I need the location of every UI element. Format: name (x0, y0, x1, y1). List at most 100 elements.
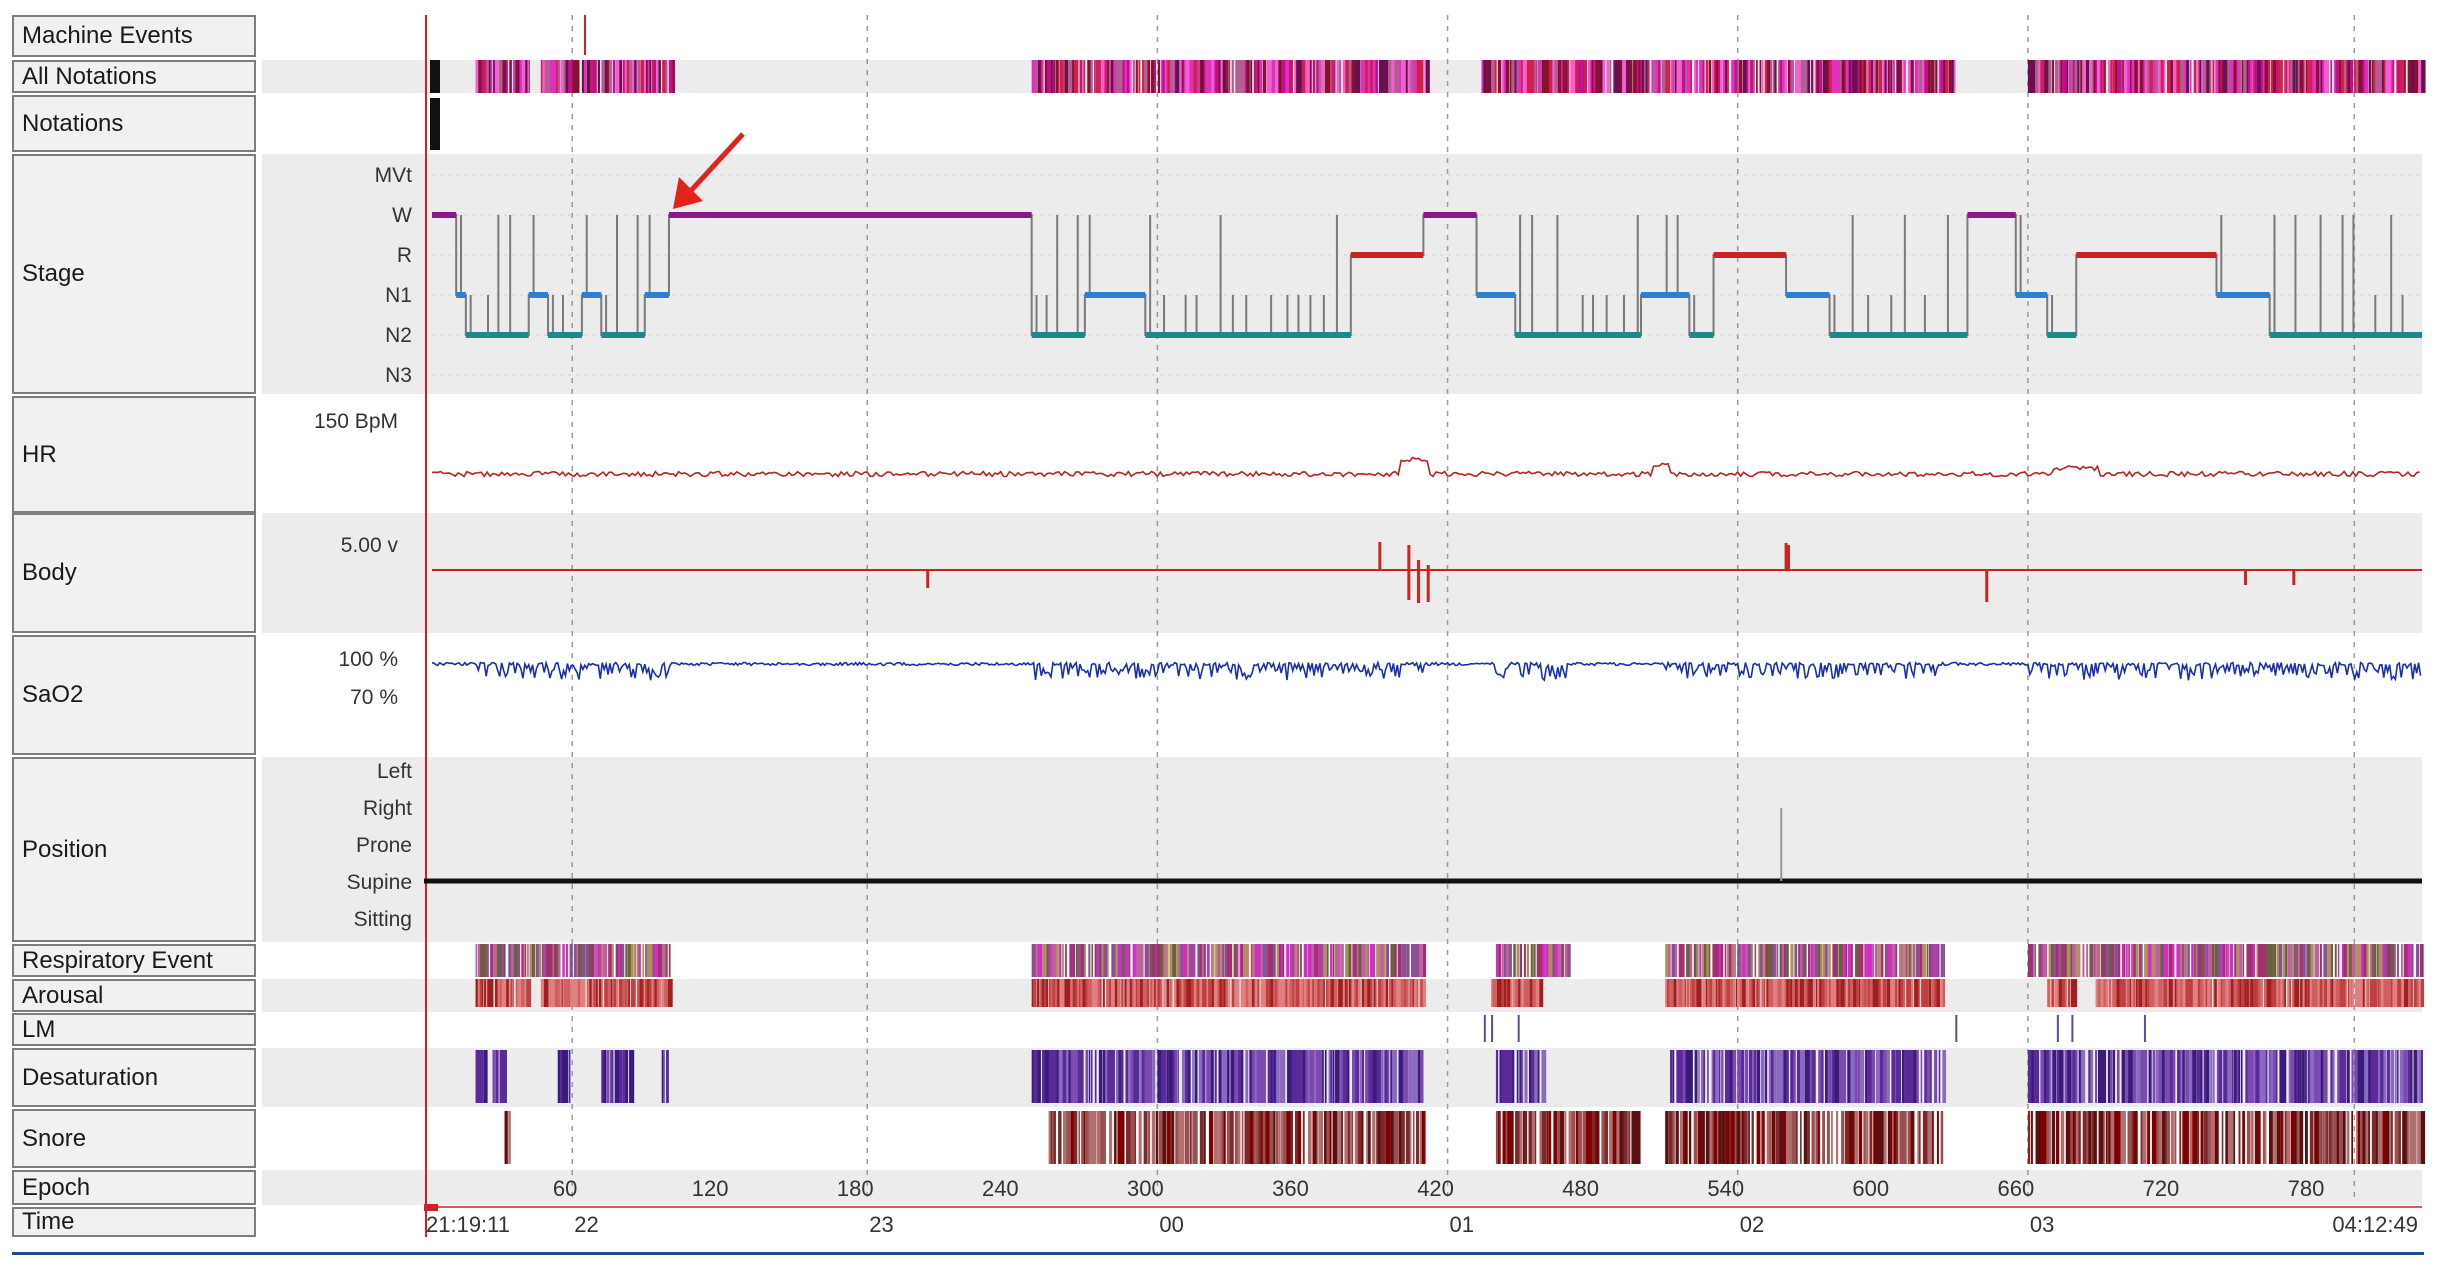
arousal-mark (2182, 979, 2185, 1007)
arousal-mark (1400, 979, 1404, 1007)
arousal-mark (1089, 979, 1093, 1007)
row-bg-epoch (262, 1170, 2422, 1205)
desaturation-mark (2354, 1050, 2358, 1103)
arousal-mark (636, 979, 641, 1007)
notation-mark (553, 60, 559, 93)
snore-mark (1775, 1111, 1780, 1164)
arousal-mark (1166, 979, 1170, 1007)
desaturation-mark (1682, 1050, 1686, 1103)
notation-mark (1235, 60, 1240, 93)
notation-mark (1742, 60, 1748, 93)
desaturation-mark (1328, 1050, 1332, 1103)
respiratory-event-mark (590, 944, 595, 977)
respiratory-event-mark (1236, 944, 1239, 977)
notation-mark (1764, 60, 1767, 93)
respiratory-event-mark (2334, 944, 2337, 977)
notation-mark (2359, 60, 2362, 93)
respiratory-event-mark (2371, 944, 2375, 977)
notation-mark (1672, 60, 1675, 93)
desaturation-mark (661, 1050, 664, 1103)
arousal-mark (1077, 979, 1080, 1007)
respiratory-event-mark (1107, 944, 1109, 977)
desaturation-mark (609, 1050, 614, 1103)
desaturation-mark (1322, 1050, 1324, 1103)
desaturation-mark (1821, 1050, 1824, 1103)
snore-mark (1688, 1111, 1692, 1164)
snore-mark (1502, 1111, 1507, 1164)
respiratory-event-mark (1724, 944, 1727, 977)
desaturation-mark (1140, 1050, 1144, 1103)
arousal-mark (628, 979, 631, 1007)
respiratory-event-mark (2401, 944, 2403, 977)
snore-mark (1800, 1111, 1802, 1164)
arousal-mark (1853, 979, 1857, 1007)
arousal-mark (1701, 979, 1703, 1007)
respiratory-event-mark (2291, 944, 2295, 977)
notation-mark (1129, 60, 1132, 93)
desaturation-mark (1770, 1050, 1775, 1103)
snore-mark (1189, 1111, 1192, 1164)
lm-mark (1483, 1015, 1486, 1042)
desaturation-mark (603, 1050, 607, 1103)
desaturation-mark (1270, 1050, 1274, 1103)
snore-mark (1631, 1111, 1635, 1164)
snore-mark (2389, 1111, 2393, 1164)
snore-mark (1171, 1111, 1175, 1164)
notation-mark (2183, 60, 2189, 93)
desaturation-mark (1234, 1050, 1239, 1103)
arousal-mark (2280, 979, 2284, 1007)
respiratory-event-mark (1668, 944, 1671, 977)
notation-mark (2364, 60, 2369, 93)
respiratory-event-mark (527, 944, 529, 977)
snore-mark (1143, 1111, 1148, 1164)
snore-mark (1616, 1111, 1621, 1164)
desaturation-mark (1860, 1050, 1865, 1103)
respiratory-event-mark (2319, 944, 2322, 977)
snore-mark (1575, 1111, 1579, 1164)
snore-mark (1899, 1111, 1905, 1164)
notation-mark (1138, 60, 1141, 93)
snore-mark (1817, 1111, 1820, 1164)
desaturation-mark (1198, 1050, 1204, 1103)
notation-mark (2221, 60, 2226, 93)
notation-mark (1702, 60, 1705, 93)
notation-mark (2257, 60, 2262, 93)
desaturation-mark (1504, 1050, 1510, 1103)
desaturation-mark (1670, 1050, 1673, 1103)
desaturation-mark (2056, 1050, 2061, 1103)
arousal-mark (1176, 979, 1182, 1007)
arousal-mark (1146, 979, 1150, 1007)
arousal-mark (1515, 979, 1519, 1007)
arousal-mark (2214, 979, 2217, 1007)
snore-mark (1766, 1111, 1771, 1164)
desaturation-mark (2137, 1050, 2141, 1103)
desaturation-mark (1128, 1050, 1132, 1103)
arousal-mark (1421, 979, 1424, 1007)
respiratory-event-mark (578, 944, 584, 977)
snore-mark (1050, 1111, 1053, 1164)
respiratory-event-mark (1080, 944, 1086, 977)
desaturation-mark (601, 1050, 606, 1103)
snore-mark (1109, 1111, 1113, 1164)
notation-mark (1119, 60, 1122, 93)
arousal-mark (656, 979, 662, 1007)
respiratory-event-mark (1178, 944, 1180, 977)
respiratory-event-mark (1772, 944, 1776, 977)
notation-mark (1246, 60, 1250, 93)
arousal-mark (1211, 979, 1215, 1007)
snore-mark (1586, 1111, 1591, 1164)
respiratory-event-mark (1154, 944, 1157, 977)
notation-mark (2241, 60, 2245, 93)
arousal-mark (1895, 979, 1898, 1007)
respiratory-event-mark (2075, 944, 2079, 977)
arousal-mark (1108, 979, 1112, 1007)
respiratory-event-mark (1348, 944, 1352, 977)
snore-mark (1349, 1111, 1353, 1164)
respiratory-event-mark (1282, 944, 1285, 977)
desaturation-mark (629, 1050, 635, 1103)
desaturation-mark (663, 1050, 666, 1103)
notation-mark (1331, 60, 1334, 93)
arousal-mark (1333, 979, 1337, 1007)
epoch-tick-label: 240 (982, 1176, 1019, 1201)
lm-mark (1517, 1015, 1520, 1042)
